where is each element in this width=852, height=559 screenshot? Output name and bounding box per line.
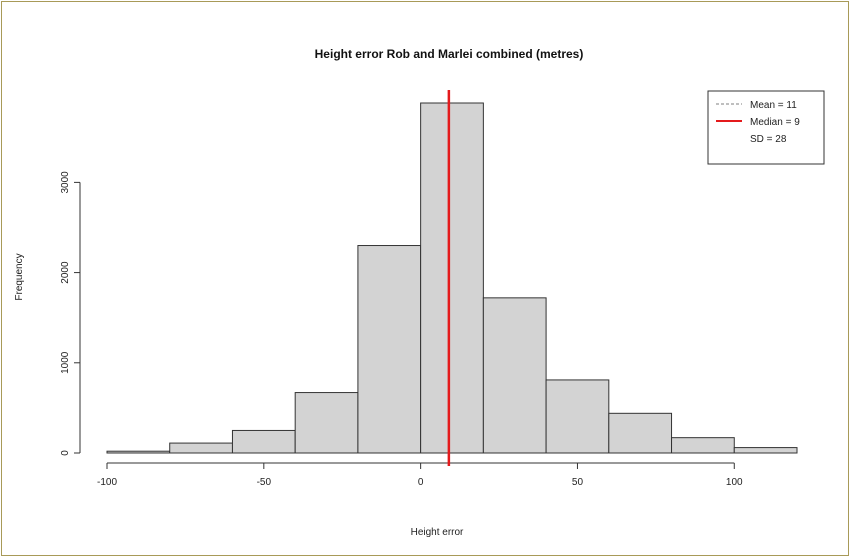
- y-axis-label: Frequency: [14, 253, 25, 300]
- x-tick-label: 50: [572, 477, 584, 488]
- histogram-bar: [231, 429, 296, 454]
- legend-box: [707, 90, 825, 165]
- y-tick-label: 3000: [60, 171, 71, 194]
- histogram-bar: [106, 450, 171, 454]
- x-tick-label: -50: [257, 477, 272, 488]
- legend-entry-label: SD = 28: [750, 134, 787, 145]
- y-tick-label: 0: [60, 450, 71, 456]
- y-tick-label: 1000: [60, 351, 71, 374]
- legend: Mean = 11 Median = 9 SD = 28: [707, 90, 825, 165]
- bars-group: [106, 102, 798, 454]
- x-axis: -100 -50 0 50 100: [97, 462, 743, 488]
- x-tick-label: -100: [97, 477, 117, 488]
- histogram-bar: [294, 392, 359, 454]
- legend-entry-label: Median = 9: [750, 117, 800, 128]
- histogram-bar: [671, 437, 735, 454]
- histogram-bar: [482, 297, 547, 454]
- y-tick-label: 2000: [60, 261, 71, 284]
- histogram-bar: [733, 447, 798, 454]
- legend-entry-label: Mean = 11: [750, 100, 797, 111]
- chart-title: Height error Rob and Marlei combined (me…: [315, 47, 584, 61]
- x-axis-label: Height error: [411, 527, 464, 538]
- x-tick-label: 0: [418, 477, 424, 488]
- histogram-bar: [169, 442, 233, 454]
- x-tick-label: 100: [726, 477, 743, 488]
- histogram-bar: [545, 379, 610, 454]
- y-axis: 0 1000 2000 3000: [60, 171, 81, 456]
- histogram-bar: [608, 412, 673, 454]
- histogram-bar: [420, 102, 484, 454]
- histogram-bar: [357, 245, 422, 454]
